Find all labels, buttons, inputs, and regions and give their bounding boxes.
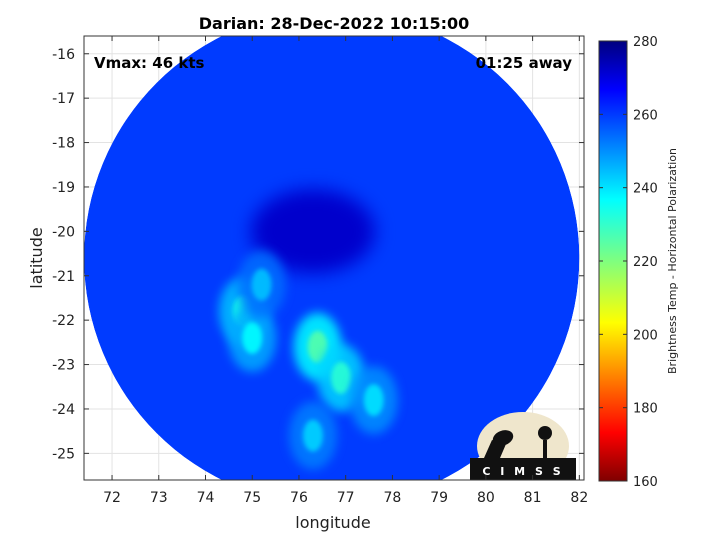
y-tick-label: -18 [52, 136, 75, 152]
plot-area: C I M S S 72 73 74 75 76 77 78 79 80 81 82 -16 -17 -1… [52, 35, 588, 506]
colorbar-tick-label: 160 [633, 475, 658, 490]
plot-frame [83, 35, 585, 481]
colorbar-tick-label: 280 [633, 35, 658, 50]
x-axis-label: longitude [295, 513, 370, 532]
colorbar-ticks: 280 260 240 220 200 180 160 [599, 35, 658, 490]
chart-title: Darian: 28-Dec-2022 10:15:00 [199, 14, 469, 33]
x-tick-label: 72 [103, 490, 121, 506]
x-tick-label: 80 [477, 490, 495, 506]
satellite-dish-icon [484, 430, 514, 458]
y-axis-label: latitude [27, 227, 46, 288]
y-tick-label: -21 [52, 269, 75, 285]
x-tick-label: 81 [524, 490, 542, 506]
axis-ticks: 72 73 74 75 76 77 78 79 80 81 82 -16 -17 -18 -19 -20 -21… [52, 36, 588, 506]
y-tick-label: -24 [52, 402, 75, 418]
y-tick-label: -19 [52, 180, 75, 196]
colorbar-tick-label: 220 [633, 255, 658, 270]
x-tick-label: 77 [337, 490, 355, 506]
water-tower-icon [543, 440, 547, 458]
y-tick-label: -25 [52, 446, 75, 462]
logo-text: C I M S S [482, 465, 563, 478]
x-tick-label: 75 [243, 490, 261, 506]
y-tick-label: -22 [52, 313, 75, 329]
storm-center [250, 189, 375, 274]
low-temp-feature [228, 303, 277, 372]
x-tick-label: 74 [197, 490, 215, 506]
colorbar-tick-label: 260 [633, 108, 658, 123]
x-tick-label: 78 [383, 490, 401, 506]
y-tick-label: -16 [52, 47, 75, 63]
y-tick-label: -20 [52, 224, 75, 240]
colorbar: 280 260 240 220 200 180 160 Brightness Temp - … [598, 35, 679, 490]
low-temp-feature [237, 250, 286, 319]
colorbar-tick-label: 240 [633, 182, 658, 197]
vmax-annotation: Vmax: 46 kts [94, 54, 204, 72]
x-tick-label: 79 [430, 490, 448, 506]
colorbar-tick-label: 180 [633, 402, 658, 417]
y-tick-label: -17 [52, 91, 75, 107]
colorbar-gradient [598, 40, 628, 482]
colorbar-tick-label: 200 [633, 328, 658, 343]
low-temp-feature [349, 366, 398, 435]
cimss-logo: C I M S S [470, 412, 576, 480]
low-temp-feature [288, 401, 337, 470]
x-tick-label: 82 [570, 490, 588, 506]
y-tick-label: -23 [52, 358, 75, 374]
colorbar-label: Brightness Temp - Horizontal Polarizatio… [666, 148, 679, 374]
x-tick-label: 76 [290, 490, 308, 506]
time-away-annotation: 01:25 away [476, 54, 573, 72]
brightness-temp-swath [84, 36, 580, 480]
logo-ground [470, 458, 576, 480]
x-tick-label: 73 [150, 490, 168, 506]
water-tower-tank [538, 426, 552, 440]
